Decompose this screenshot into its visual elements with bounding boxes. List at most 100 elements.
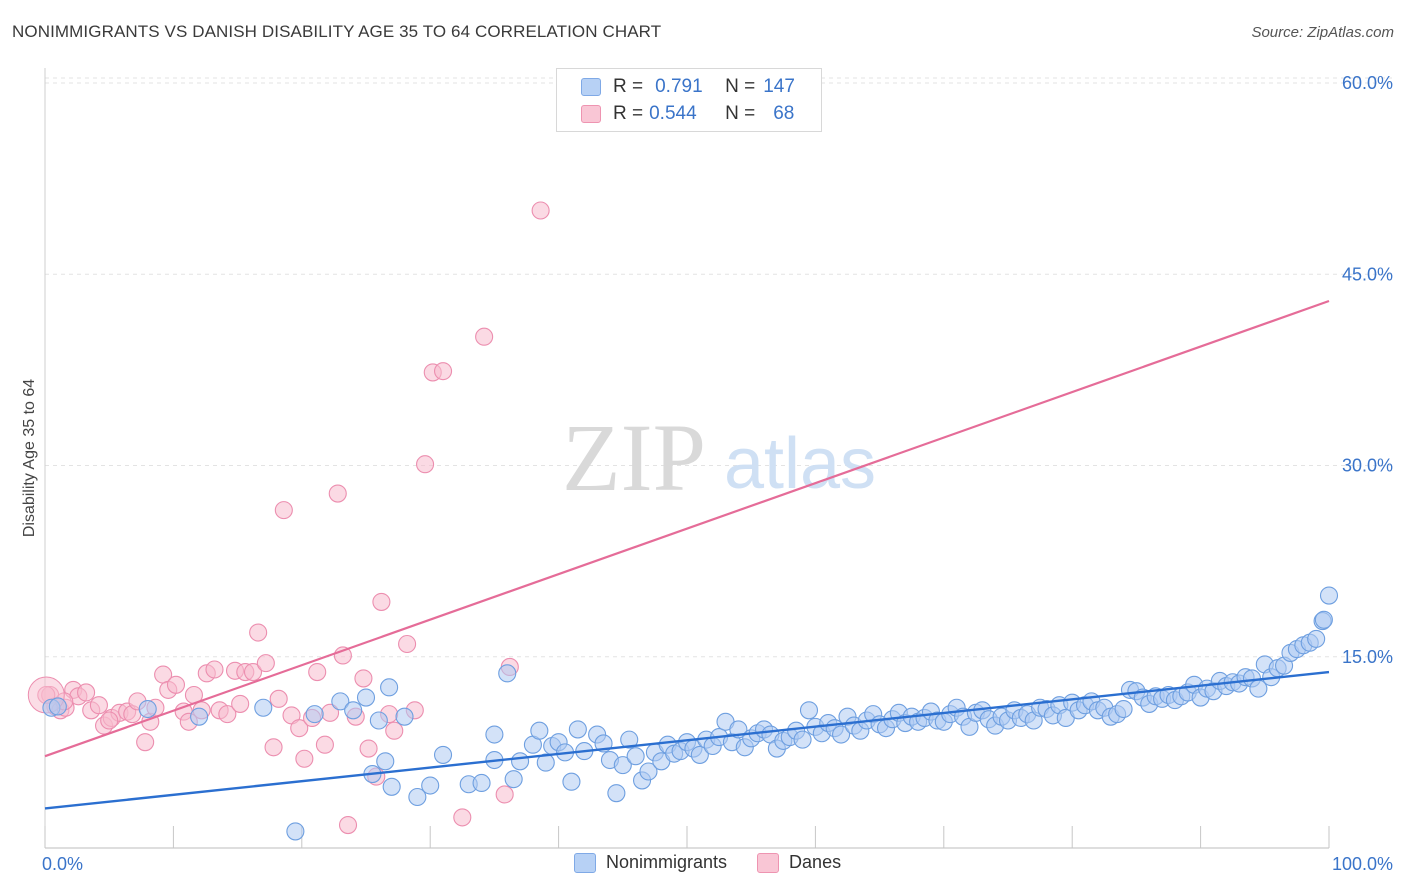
legend-r-label: R = — [613, 76, 644, 97]
nonimmigrants-point — [1114, 699, 1133, 719]
legend-label-nonimmigrants: Nonimmigrants — [606, 852, 728, 872]
danes-point — [359, 739, 378, 758]
danes-point — [89, 696, 108, 715]
y-tick-label: 45.0% — [1342, 264, 1393, 284]
nonimmigrants-point — [639, 762, 658, 781]
danes-point — [77, 683, 96, 702]
x-tick-label-max: 100.0% — [1332, 854, 1393, 874]
tick-labels: 15.0% 30.0% 45.0% 60.0% 0.0% 100.0% — [42, 73, 1393, 874]
nonimmigrants-point — [433, 745, 453, 764]
legend-r-value: 0.544 — [649, 103, 697, 124]
danes-point — [295, 749, 314, 768]
nonimmigrants-point — [48, 697, 67, 716]
danes-point — [315, 735, 334, 754]
nonimmigrants-point — [1307, 629, 1326, 648]
nonimmigrants-point — [613, 756, 632, 775]
nonimmigrants-point — [254, 698, 273, 717]
nonimmigrants-point — [382, 777, 401, 796]
nonimmigrants-point — [395, 707, 414, 726]
danes-point — [218, 705, 237, 724]
danes-point — [416, 455, 435, 474]
trend-lines — [44, 299, 1330, 810]
stats-legend: R = 0.791 N = 147 R = 0.544 N = 68 — [556, 68, 822, 132]
nonimmigrants-point — [504, 770, 523, 789]
nonimmigrants-point — [620, 730, 639, 749]
legend-r-label: R = — [613, 103, 644, 124]
danes-point — [372, 592, 391, 611]
danes-point — [231, 694, 250, 713]
legend-swatch-blue — [574, 852, 596, 873]
nonimmigrants-point — [344, 701, 363, 720]
legend-row-nonimmigrants: R = 0.791 N = 147 — [581, 75, 795, 99]
nonimmigrants-point — [286, 822, 305, 841]
danes-point — [354, 669, 373, 688]
watermark: ZIP atlas — [562, 404, 876, 511]
nonimmigrants-point — [568, 720, 587, 739]
nonimmigrants-points — [42, 586, 1339, 841]
nonimmigrants-point — [562, 772, 581, 791]
danes-point — [274, 501, 293, 520]
nonimmigrants-point — [485, 725, 504, 744]
nonimmigrants-point — [690, 745, 709, 764]
legend-item-danes: Danes — [757, 852, 841, 873]
series-legend: Nonimmigrants Danes — [574, 852, 871, 873]
nonimmigrants-point — [408, 787, 427, 807]
nonimmigrants-point — [1314, 610, 1333, 629]
danes-trend-line — [44, 299, 1330, 758]
nonimmigrants-point — [369, 711, 388, 730]
danes-point — [398, 634, 417, 654]
danes-point — [308, 662, 327, 682]
nonimmigrants-point — [190, 707, 209, 726]
legend-row-danes: R = 0.544 N = 68 — [581, 102, 794, 126]
nonimmigrants-point — [331, 692, 350, 711]
watermark-zip: ZIP — [562, 404, 706, 511]
y-tick-label: 60.0% — [1342, 73, 1393, 93]
danes-point — [264, 738, 283, 757]
nonimmigrants-point — [498, 664, 517, 683]
danes-point — [243, 662, 263, 682]
y-tick-label: 15.0% — [1342, 647, 1393, 667]
danes-point — [256, 654, 275, 673]
legend-label-danes: Danes — [789, 852, 842, 872]
nonimmigrants-point — [793, 730, 812, 749]
nonimmigrants-point — [626, 747, 645, 766]
nonimmigrants-point — [356, 688, 376, 707]
danes-point — [249, 623, 268, 642]
danes-point — [475, 327, 494, 346]
nonimmigrants-point — [305, 705, 324, 724]
legend-item-nonimmigrants: Nonimmigrants — [574, 852, 727, 873]
danes-point — [290, 719, 309, 738]
chart-title: NONIMMIGRANTS VS DANISH DISABILITY AGE 3… — [12, 22, 662, 41]
danes-point — [495, 785, 514, 804]
legend-n-value: 68 — [773, 103, 795, 124]
danes-point — [100, 711, 119, 730]
legend-n-label: N = — [725, 103, 756, 124]
chart-source: Source: ZipAtlas.com — [1251, 24, 1394, 41]
legend-swatch-pink — [757, 852, 780, 873]
danes-point — [531, 201, 550, 220]
grid-lines — [45, 77, 1392, 658]
nonimmigrants-point — [421, 776, 440, 795]
legend-n-label: N = — [725, 76, 756, 97]
legend-r-value: 0.791 — [655, 76, 703, 97]
nonimmigrants-point — [832, 725, 851, 744]
danes-point — [166, 675, 186, 694]
nonimmigrants-point — [511, 752, 530, 771]
danes-point — [328, 484, 347, 503]
nonimmigrants-point — [799, 701, 819, 720]
danes-point — [136, 733, 155, 752]
nonimmigrants-point — [607, 784, 626, 803]
danes-point — [269, 689, 288, 708]
danes-point — [205, 660, 224, 679]
watermark-atlas: atlas — [724, 424, 876, 504]
legend-swatch-pink — [581, 105, 601, 123]
danes-points — [27, 201, 550, 835]
nonimmigrants-point — [380, 678, 399, 697]
legend-swatch-blue — [581, 78, 601, 96]
nonimmigrants-trend-line — [44, 670, 1330, 810]
nonimmigrants-point — [472, 773, 491, 793]
x-tick-label-min: 0.0% — [42, 854, 83, 874]
y-tick-label: 30.0% — [1342, 456, 1393, 476]
nonimmigrants-point — [138, 699, 157, 719]
danes-point — [385, 721, 404, 740]
